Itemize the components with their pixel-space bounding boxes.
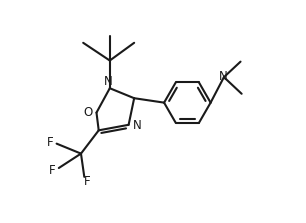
Text: N: N	[104, 75, 112, 88]
Text: F: F	[49, 164, 56, 177]
Text: F: F	[84, 175, 90, 188]
Text: N: N	[133, 119, 142, 132]
Text: N: N	[218, 70, 227, 83]
Text: O: O	[83, 106, 92, 119]
Text: F: F	[47, 136, 53, 149]
